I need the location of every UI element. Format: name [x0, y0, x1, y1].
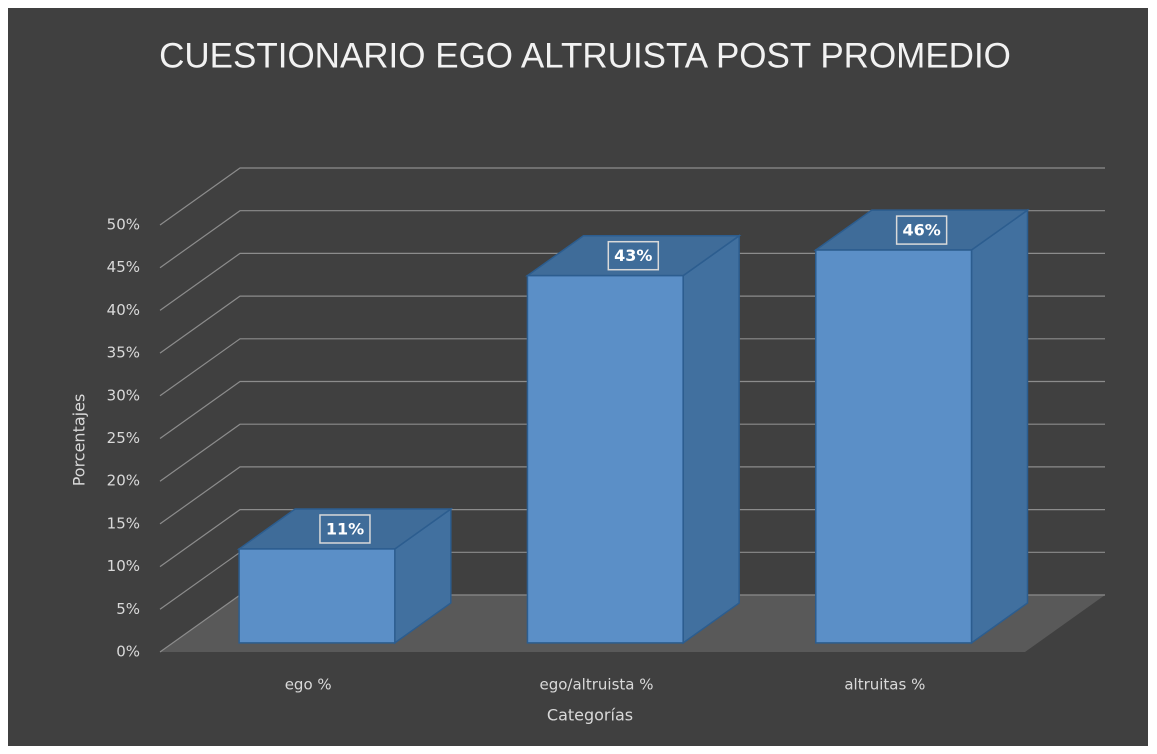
- grid-line: [159, 210, 1105, 269]
- y-tick-label: 45%: [107, 258, 140, 276]
- y-tick-label: 50%: [107, 216, 140, 234]
- bar-side: [682, 234, 740, 645]
- y-tick-label: 30%: [107, 386, 140, 404]
- grid-line: [159, 167, 1105, 226]
- bar: [813, 208, 1030, 645]
- y-tick-label: 40%: [107, 301, 140, 319]
- data-label: 43%: [614, 246, 652, 265]
- bar-front: [526, 274, 684, 644]
- data-label-box: [319, 514, 371, 544]
- bar: [236, 507, 454, 645]
- y-axis-title: Porcentajes: [70, 394, 89, 487]
- y-tick-label: 25%: [107, 429, 140, 447]
- x-tick-label: altruitas %: [844, 676, 925, 694]
- y-tick-label: 10%: [107, 557, 140, 575]
- y-tick-label: 20%: [107, 472, 140, 490]
- data-label-box: [607, 240, 660, 271]
- chart-title: CUESTIONARIO EGO ALTRUISTA POST PROMEDIO: [159, 36, 1011, 75]
- x-tick-label: ego %: [285, 676, 332, 694]
- data-label-box: [895, 215, 948, 245]
- bar-front: [238, 548, 396, 644]
- y-tick-label: 15%: [107, 514, 140, 532]
- x-axis-title: Categorías: [547, 706, 633, 725]
- y-tick-label: 5%: [116, 600, 140, 618]
- x-tick-label: ego/altruista %: [540, 676, 654, 694]
- data-label: 11%: [326, 519, 364, 538]
- bar-front: [815, 249, 973, 644]
- y-tick-label: 35%: [107, 344, 140, 362]
- data-label: 46%: [902, 221, 940, 240]
- bar-side: [970, 208, 1029, 645]
- bar: [525, 234, 742, 645]
- y-tick-label: 0%: [116, 643, 140, 661]
